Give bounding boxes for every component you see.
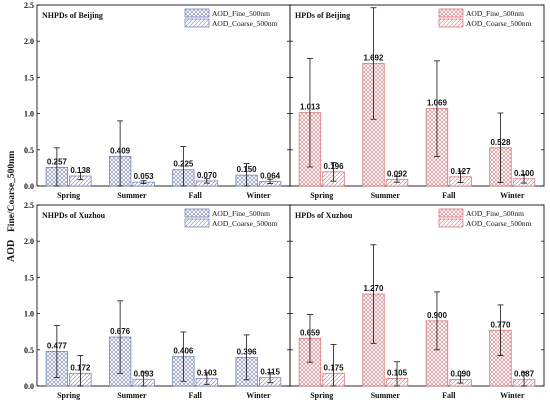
data-label: 0.092	[387, 169, 408, 178]
panel: NHPDs of Xuzhou 0.0 0.5 1.0 1.5 2.0 2.5 Spring 0…	[24, 201, 291, 400]
data-label: 0.064	[260, 171, 281, 180]
data-label: 0.053	[134, 172, 155, 181]
y-tick-label: 2.5	[24, 1, 34, 10]
data-label: 0.105	[387, 368, 408, 377]
panel: HPDs of Xuzhou Spring 0.659 0.175 Summer 1.27…	[289, 204, 545, 400]
x-tick-label: Summer	[117, 391, 147, 400]
data-label: 0.396	[237, 347, 258, 356]
legend-swatch	[184, 218, 210, 228]
legend-label: AOD_Fine_500nm	[466, 9, 524, 18]
data-label: 0.070	[197, 171, 218, 180]
data-label: 0.100	[514, 169, 535, 178]
legend-swatch	[438, 218, 464, 228]
y-tick-label: 1.5	[24, 73, 34, 82]
y-tick-label: 2.0	[24, 237, 34, 246]
legend-label: AOD_Coarse_500nm	[212, 219, 278, 228]
panel-title: HPDs of Beijing	[295, 11, 350, 20]
y-tick-label: 2.5	[24, 201, 34, 210]
x-tick-label: Spring	[310, 391, 333, 400]
data-label: 0.528	[490, 138, 511, 147]
data-label: 0.172	[70, 364, 91, 373]
legend-label: AOD_Fine_500nm	[466, 209, 524, 218]
legend-label: AOD_Fine_500nm	[212, 9, 270, 18]
panel-frame	[289, 4, 545, 187]
x-tick-label: Summer	[117, 191, 147, 200]
panel: NHPDs of Beijing 0.0 0.5 1.0 1.5 2.0 2.5 Spring…	[24, 1, 291, 200]
panel-frame	[289, 204, 545, 387]
data-label: 0.103	[197, 369, 218, 378]
data-label: 0.150	[237, 165, 258, 174]
data-label: 0.409	[110, 146, 131, 155]
x-tick-label: Winter	[500, 191, 525, 200]
panel-title: NHPDs of Xuzhou	[42, 211, 106, 220]
legend-label: AOD_Coarse_500nm	[212, 19, 278, 28]
legend-label: AOD_Coarse_500nm	[466, 219, 532, 228]
legend-swatch	[184, 18, 210, 28]
panel-title: HPDs of Xuzhou	[295, 211, 353, 220]
data-label: 0.115	[260, 368, 280, 377]
y-tick-label: 0.0	[24, 182, 34, 191]
data-label: 0.257	[47, 157, 68, 166]
x-tick-label: Spring	[57, 191, 80, 200]
data-label: 0.225	[173, 160, 194, 169]
legend-swatch	[438, 8, 464, 18]
legend-label: AOD_Fine_500nm	[212, 209, 270, 218]
x-tick-label: Winter	[246, 191, 271, 200]
panel-title: NHPDs of Beijing	[42, 11, 103, 20]
y-tick-label: 0.5	[24, 346, 34, 355]
panel-frame	[36, 4, 291, 187]
y-tick-label: 1.5	[24, 273, 34, 282]
x-tick-label: Winter	[500, 391, 525, 400]
panels: NHPDs of Beijing 0.0 0.5 1.0 1.5 2.0 2.5 Spring…	[24, 1, 545, 400]
y-axis-title-sub: Fine/Coarse_500nm	[7, 151, 17, 232]
data-label: 0.090	[451, 369, 472, 378]
data-label: 0.127	[451, 167, 472, 176]
legend-swatch	[438, 18, 464, 28]
y-axis-title: AOD Fine/Coarse_500nm	[6, 151, 17, 262]
x-tick-label: Fall	[188, 191, 202, 200]
panel: HPDs of Beijing Spring 1.013 0.196 Summer 1.6…	[289, 4, 545, 200]
legend-label: AOD_Coarse_500nm	[466, 19, 532, 28]
y-tick-label: 0.0	[24, 382, 34, 391]
y-tick-label: 0.5	[24, 146, 34, 155]
data-label: 0.175	[324, 363, 345, 372]
legend-swatch	[184, 8, 210, 18]
data-label: 0.196	[324, 162, 345, 171]
x-tick-label: Summer	[371, 191, 401, 200]
x-tick-label: Spring	[57, 391, 80, 400]
data-label: 1.069	[427, 99, 448, 108]
x-tick-label: Fall	[442, 191, 456, 200]
data-label: 1.270	[363, 284, 384, 293]
legend-swatch	[438, 208, 464, 218]
y-tick-label: 1.0	[24, 110, 34, 119]
x-tick-label: Summer	[371, 391, 401, 400]
y-tick-label: 2.0	[24, 37, 34, 46]
data-label: 0.138	[70, 166, 91, 175]
data-label: 0.900	[427, 311, 448, 320]
x-tick-label: Spring	[310, 191, 333, 200]
data-label: 0.770	[490, 320, 511, 329]
y-tick-label: 1.0	[24, 310, 34, 319]
data-label: 0.093	[134, 369, 155, 378]
data-label: 0.087	[514, 370, 535, 379]
y-axis-title-main: AOD	[6, 240, 17, 262]
data-label: 0.659	[300, 328, 321, 337]
x-tick-label: Fall	[442, 391, 456, 400]
data-label: 1.013	[300, 103, 321, 112]
data-label: 0.477	[47, 341, 68, 350]
data-label: 0.406	[173, 347, 194, 356]
x-tick-label: Winter	[246, 391, 271, 400]
legend-swatch	[184, 208, 210, 218]
data-label: 1.692	[363, 53, 384, 62]
data-label: 0.676	[110, 327, 131, 336]
x-tick-label: Fall	[188, 391, 202, 400]
